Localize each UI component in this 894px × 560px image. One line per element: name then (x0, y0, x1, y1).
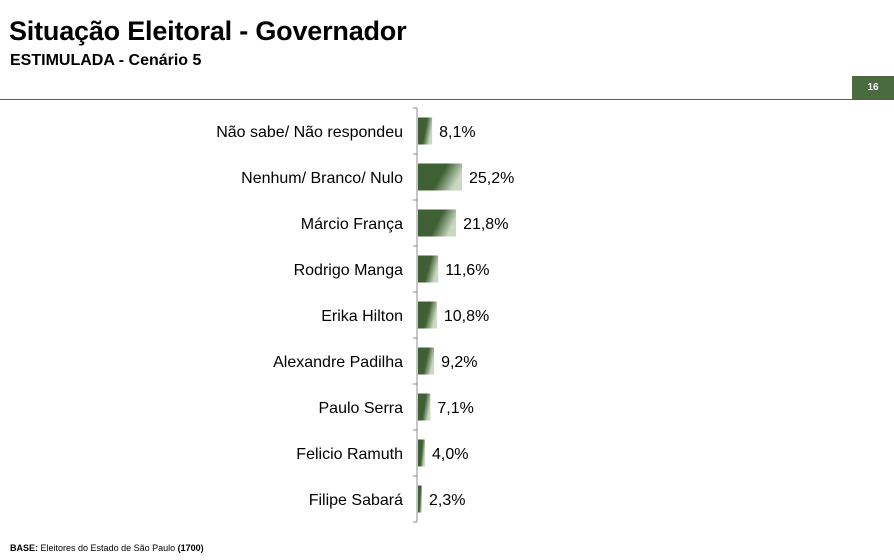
bar (418, 301, 437, 329)
data-label: 4,0% (432, 446, 468, 463)
page-subtitle: ESTIMULADA - Cenário 5 (10, 52, 202, 69)
footer-base-note: BASE: Eleitores do Estado de São Paulo (… (10, 543, 204, 553)
bar (418, 117, 433, 145)
data-label: 10,8% (444, 308, 489, 325)
bar (418, 393, 431, 421)
category-label: Erika Hilton (321, 308, 403, 325)
category-label: Não sabe/ Não respondeu (216, 124, 403, 141)
bar (418, 347, 435, 375)
category-label: Rodrigo Manga (294, 262, 404, 279)
category-label: Filipe Sabará (309, 492, 403, 509)
data-label: 9,2% (441, 354, 477, 371)
base-count: (1700) (177, 543, 204, 553)
category-label: Nenhum/ Branco/ Nulo (241, 170, 403, 187)
data-label: 21,8% (463, 216, 508, 233)
bar (418, 209, 457, 237)
data-label: 2,3% (429, 492, 465, 509)
category-label: Alexandre Padilha (273, 354, 403, 371)
bar (418, 255, 439, 283)
base-text: Eleitores do Estado de São Paulo (40, 543, 176, 553)
data-label: 11,6% (445, 262, 489, 279)
header-divider (0, 99, 894, 100)
bar (418, 163, 462, 191)
page-title: Situação Eleitoral - Governador (9, 16, 407, 46)
category-label: Márcio França (301, 216, 403, 233)
page-number: 16 (867, 82, 879, 93)
base-label: BASE: (10, 543, 39, 553)
data-label: 25,2% (469, 170, 514, 187)
category-label: Felicio Ramuth (296, 446, 403, 463)
data-label: 8,1% (439, 124, 475, 141)
category-label: Paulo Serra (319, 400, 404, 417)
page-number-badge: 16 (852, 76, 894, 99)
data-label: 7,1% (437, 400, 473, 417)
bar (418, 439, 425, 467)
bar (418, 485, 423, 513)
